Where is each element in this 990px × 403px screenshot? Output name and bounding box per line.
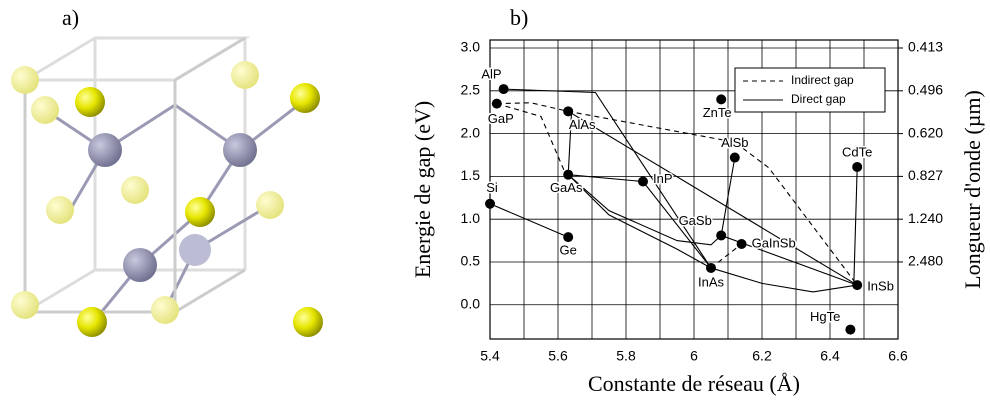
data-point: [852, 161, 863, 172]
data-point: [729, 152, 740, 163]
point-label: GaInSb: [752, 235, 796, 250]
y2-tick-label: 2.480: [908, 253, 943, 269]
y2-tick-label: 0.620: [908, 124, 943, 140]
gap-curve: [489, 203, 569, 238]
x-tick-label: 5.4: [480, 348, 500, 364]
y2-tick-label: 1.240: [908, 210, 943, 226]
crystal-illustration: [11, 36, 323, 337]
y-tick-label: 2.5: [461, 81, 481, 97]
panel-label: a): [62, 5, 79, 30]
y2-tick-label: 0.413: [908, 39, 943, 55]
point-label: ZnTe: [703, 105, 732, 120]
y-tick-label: 1.0: [461, 210, 481, 226]
legend-label: Direct gap: [791, 92, 846, 106]
data-point: [485, 198, 495, 209]
gap-curve: [710, 267, 858, 293]
point-label: InAs: [698, 274, 725, 289]
legend-box: [734, 67, 886, 113]
gap-curve: [567, 110, 858, 286]
x-tick-label: 5.6: [548, 348, 568, 364]
point-label: AlAs: [569, 117, 596, 132]
data-point: [498, 84, 509, 95]
gap-curve: [496, 103, 566, 173]
data-point: [563, 232, 574, 243]
y-tick-label: 0.5: [461, 253, 481, 269]
data-point: [563, 106, 574, 117]
data-point: [845, 324, 856, 335]
y-tick-label: 0.0: [461, 295, 481, 311]
data-point: [736, 238, 747, 249]
data-point: [852, 280, 863, 291]
x-axis-title: Constante de réseau (Å): [588, 371, 800, 396]
point-label: GaP: [488, 111, 514, 126]
point-label: GaAs: [550, 180, 583, 195]
gap-curve: [496, 102, 858, 286]
y2-tick-label: 0.827: [908, 167, 943, 183]
point-label: AlP: [481, 67, 501, 82]
data-point: [706, 262, 716, 273]
legend-label: Indirect gap: [791, 73, 854, 87]
y-tick-label: 3.0: [461, 39, 481, 55]
point-label: AlSb: [721, 135, 748, 150]
x-tick-label: 5.8: [616, 348, 636, 364]
x-tick-label: 6.4: [820, 348, 840, 364]
data-point: [716, 94, 727, 105]
data-point: [491, 98, 502, 109]
gap-curve: [567, 174, 722, 246]
point-label: GaSb: [679, 213, 712, 228]
point-label: HgTe: [810, 309, 840, 324]
point-label: Ge: [560, 243, 577, 258]
data-point: [563, 169, 574, 180]
gap-curve: [567, 111, 573, 175]
data-point: [716, 230, 727, 241]
x-tick-label: 6.2: [752, 348, 772, 364]
x-tick-label: 6.6: [888, 348, 908, 364]
point-label: CdTe: [842, 144, 872, 159]
y-axis-title: Energie de gap (eV): [410, 101, 435, 278]
point-label: Si: [486, 180, 498, 195]
gap-curve: [567, 174, 712, 269]
y-tick-label: 1.5: [461, 167, 481, 183]
y-tick-label: 2.0: [461, 124, 481, 140]
gap-curve: [710, 243, 742, 269]
gap-curve: [853, 166, 858, 286]
gap-curve: [720, 157, 736, 236]
plot-frame: [489, 39, 899, 340]
point-label: InP: [653, 171, 673, 186]
y2-tick-label: 0.496: [908, 81, 943, 97]
gap-curve: [503, 88, 712, 269]
panel-label: b): [510, 5, 528, 30]
y2-axis-title: Longueur d'onde (µm): [960, 90, 985, 289]
point-label: InSb: [867, 279, 894, 294]
data-point: [638, 176, 648, 187]
x-tick-label: 6: [690, 348, 698, 364]
